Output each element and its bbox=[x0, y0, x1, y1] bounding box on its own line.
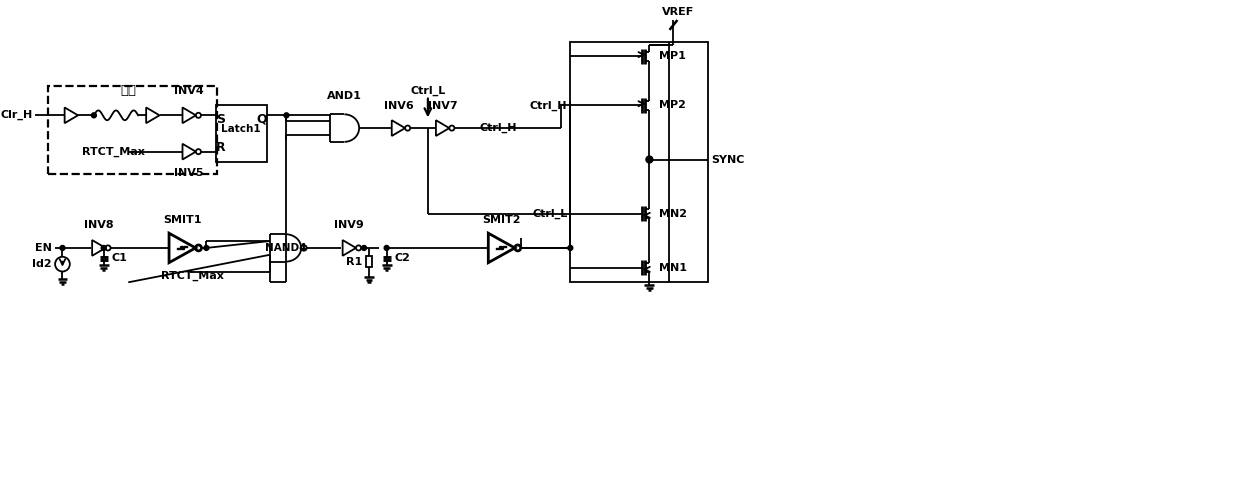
Circle shape bbox=[384, 245, 389, 250]
Text: MP2: MP2 bbox=[659, 101, 685, 110]
Text: C1: C1 bbox=[112, 253, 128, 263]
Text: R1: R1 bbox=[346, 257, 362, 266]
Text: S: S bbox=[217, 113, 225, 126]
Text: SMIT2: SMIT2 bbox=[482, 215, 520, 225]
Circle shape bbox=[646, 156, 653, 163]
Text: MP1: MP1 bbox=[659, 51, 685, 61]
Text: C2: C2 bbox=[394, 253, 410, 263]
Text: Clr_H: Clr_H bbox=[1, 110, 33, 121]
Text: MN2: MN2 bbox=[659, 208, 686, 219]
Text: INV6: INV6 bbox=[384, 102, 414, 111]
Text: Q: Q bbox=[256, 113, 266, 126]
Bar bbox=[570, 41, 707, 283]
Text: MN1: MN1 bbox=[659, 263, 686, 273]
Text: VREF: VREF bbox=[663, 7, 695, 17]
Text: Ctrl_L: Ctrl_L bbox=[410, 85, 446, 96]
Text: INV4: INV4 bbox=[175, 86, 204, 96]
Text: SYNC: SYNC bbox=[711, 155, 745, 164]
Text: EN: EN bbox=[35, 243, 52, 253]
Bar bbox=[48, 86, 217, 174]
Bar bbox=[216, 105, 266, 162]
Circle shape bbox=[102, 245, 107, 250]
Circle shape bbox=[362, 245, 367, 250]
Circle shape bbox=[92, 113, 97, 118]
Circle shape bbox=[204, 245, 209, 250]
Text: INV7: INV7 bbox=[427, 102, 457, 111]
Text: INV5: INV5 bbox=[175, 168, 204, 178]
Text: Ctrl_H: Ctrl_H bbox=[530, 101, 567, 111]
Text: RTCT_Max: RTCT_Max bbox=[161, 270, 223, 281]
Text: INV9: INV9 bbox=[335, 221, 364, 230]
Text: AND1: AND1 bbox=[327, 91, 362, 101]
Bar bbox=[366, 256, 372, 267]
Text: RTCT_Max: RTCT_Max bbox=[82, 146, 145, 157]
Circle shape bbox=[567, 245, 572, 250]
Text: Latch1: Latch1 bbox=[222, 123, 261, 134]
Circle shape bbox=[59, 245, 64, 250]
Text: Ctrl_L: Ctrl_L bbox=[532, 208, 567, 219]
Text: INV8: INV8 bbox=[84, 221, 114, 230]
Text: R: R bbox=[217, 141, 225, 154]
Text: 延时: 延时 bbox=[120, 84, 136, 97]
Text: SMIT1: SMIT1 bbox=[164, 215, 202, 225]
Text: NAND4: NAND4 bbox=[265, 243, 306, 253]
Text: Id2: Id2 bbox=[32, 259, 52, 269]
Circle shape bbox=[284, 113, 289, 118]
Text: Ctrl_H: Ctrl_H bbox=[479, 123, 518, 133]
